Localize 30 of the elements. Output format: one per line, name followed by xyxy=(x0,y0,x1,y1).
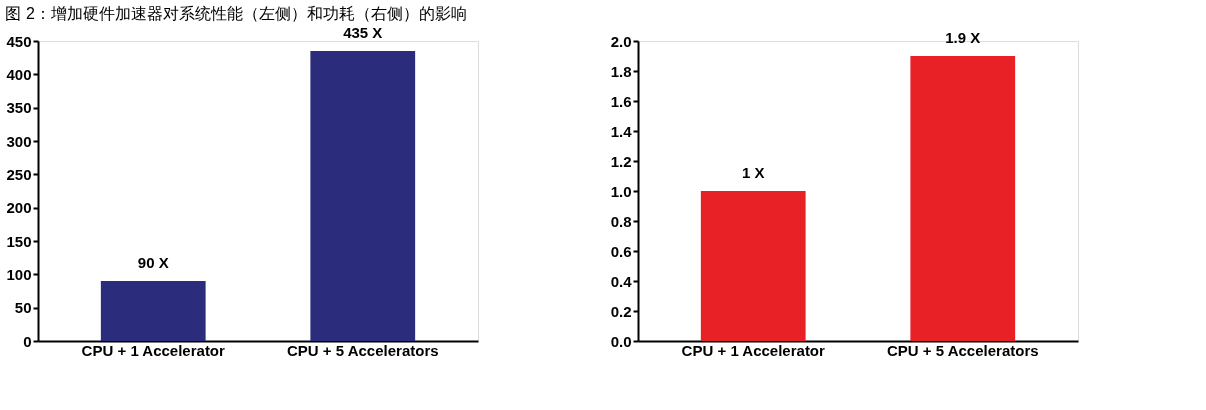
y-tick-label: 50 xyxy=(14,299,32,317)
x-tick-label: CPU + 5 Accelerators xyxy=(886,341,1039,359)
y-tick-label: 300 xyxy=(6,132,32,150)
y-tick-label: 2.0 xyxy=(610,32,632,50)
chart-title: 图 2：增加硬件加速器对系统性能（左侧）和功耗（右侧）的影响 xyxy=(5,4,467,22)
y-tick-label: 450 xyxy=(6,32,32,50)
y-tick-label: 1.8 xyxy=(610,62,632,80)
x-tick-label: CPU + 1 Accelerator xyxy=(681,341,826,359)
x-tick-label: CPU + 5 Accelerators xyxy=(286,341,439,359)
y-tick-label: 1.2 xyxy=(610,152,632,170)
x-tick-label: CPU + 1 Accelerator xyxy=(81,341,226,359)
y-tick-label: 0 xyxy=(23,332,32,350)
data-label: 435 X xyxy=(343,24,383,41)
y-tick-label: 0.8 xyxy=(610,212,632,230)
y-tick-label: 350 xyxy=(6,99,32,117)
y-tick-label: 400 xyxy=(6,65,32,83)
y-tick-label: 0.0 xyxy=(610,332,632,350)
y-tick-label: 200 xyxy=(6,199,32,217)
y-tick-label: 150 xyxy=(6,232,32,250)
y-tick-label: 0.2 xyxy=(610,302,632,320)
y-tick-label: 1.6 xyxy=(610,92,632,110)
y-tick-label: 0.4 xyxy=(610,272,633,290)
y-tick-label: 0.6 xyxy=(610,242,632,260)
data-label: 1.9 X xyxy=(945,29,981,46)
y-tick-label: 1.0 xyxy=(610,182,632,200)
y-tick-label: 250 xyxy=(6,165,32,183)
y-tick-label: 1.4 xyxy=(610,122,633,140)
data-label: 90 X xyxy=(137,254,169,271)
data-label: 1 X xyxy=(741,164,765,181)
y-tick-label: 100 xyxy=(6,265,32,283)
